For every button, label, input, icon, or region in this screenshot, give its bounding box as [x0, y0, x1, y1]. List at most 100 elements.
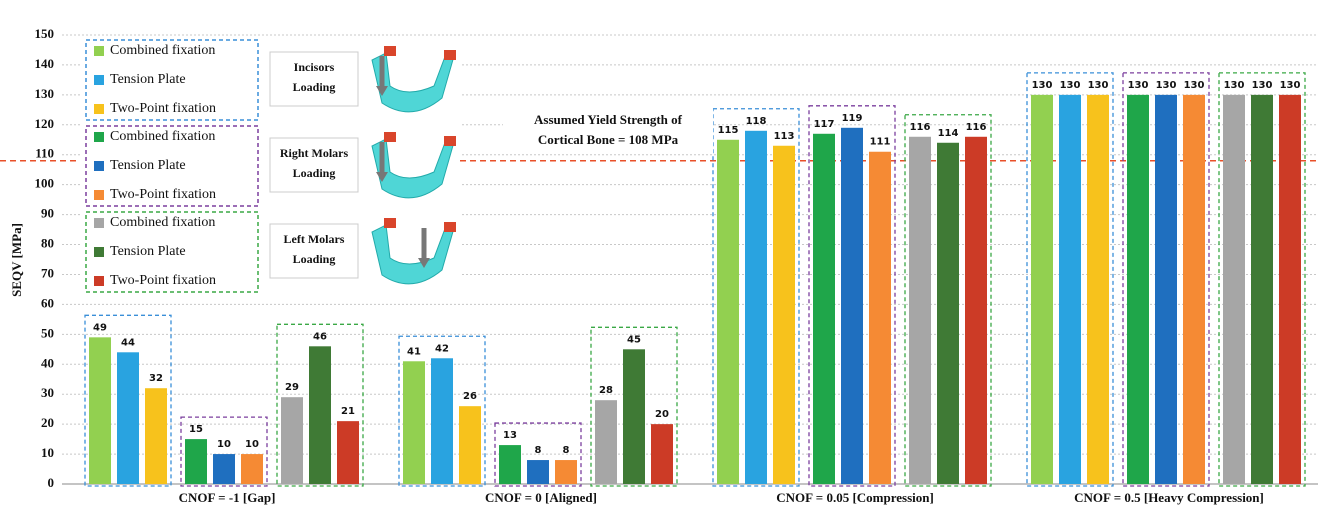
bar: [841, 127, 863, 484]
load-arrowhead: [418, 258, 430, 268]
legend-label: Two-Point fixation: [110, 273, 216, 288]
legend-label: Combined fixation: [110, 129, 215, 144]
bar: [1223, 94, 1245, 484]
bar: [595, 400, 617, 484]
bar: [241, 454, 263, 484]
bar: [1087, 94, 1109, 484]
value-label: 130: [1060, 80, 1081, 91]
value-label: 130: [1156, 80, 1177, 91]
value-label: 46: [313, 331, 327, 342]
x-tick-label: CNOF = 0.05 [Compression]: [776, 490, 934, 505]
load-box: [269, 137, 359, 193]
legend-label: Tension Plate: [110, 72, 186, 87]
value-label: 8: [563, 445, 570, 456]
value-label: 117: [814, 119, 835, 130]
value-label: 130: [1088, 80, 1109, 91]
bar: [937, 142, 959, 484]
bar: [1155, 94, 1177, 484]
load-label: Loading: [293, 166, 336, 180]
y-tick-label: 100: [35, 176, 55, 191]
legend-swatch: [94, 104, 104, 114]
bar: [1031, 94, 1053, 484]
bar: [717, 139, 739, 484]
bar: [499, 445, 521, 484]
value-label: 115: [718, 125, 739, 136]
value-label: 10: [217, 439, 231, 450]
legend-swatch: [94, 276, 104, 286]
value-label: 111: [870, 137, 891, 148]
bar: [1279, 94, 1301, 484]
value-label: 130: [1280, 80, 1301, 91]
legend-label: Combined fixation: [110, 215, 215, 230]
bar: [1183, 94, 1205, 484]
legend-box: [85, 211, 259, 293]
load-arrowhead: [376, 86, 388, 96]
bar: [431, 358, 453, 484]
value-label: 130: [1252, 80, 1273, 91]
bar: [909, 136, 931, 485]
load-label: Loading: [293, 252, 336, 266]
y-tick-label: 150: [35, 26, 55, 41]
bar: [117, 352, 139, 484]
value-label: 21: [341, 406, 355, 417]
legend-label: Combined fixation: [110, 43, 215, 58]
load-label: Incisors: [294, 60, 335, 74]
group-box: [904, 114, 992, 487]
annotation-bg: [503, 108, 713, 154]
bar: [1251, 94, 1273, 484]
legend-label: Tension Plate: [110, 158, 186, 173]
group-box: [712, 108, 800, 487]
group-box: [808, 105, 896, 487]
annotation: Assumed Yield Strength of: [534, 112, 683, 127]
y-tick-label: 140: [35, 56, 55, 71]
load-box: [269, 223, 359, 279]
y-tick-label: 10: [41, 445, 54, 460]
value-label: 130: [1184, 80, 1205, 91]
group-box: [1026, 72, 1114, 487]
value-label: 10: [245, 439, 259, 450]
group-box: [276, 323, 364, 487]
value-label: 114: [938, 128, 959, 139]
bar: [281, 397, 303, 484]
y-tick-label: 30: [41, 385, 54, 400]
legend-swatch: [94, 132, 104, 142]
value-label: 116: [910, 122, 931, 133]
group-box: [1218, 72, 1306, 487]
bar: [773, 145, 795, 484]
y-tick-label: 50: [41, 325, 54, 340]
value-label: 26: [463, 391, 477, 402]
value-label: 8: [535, 445, 542, 456]
jaw-condyle: [444, 50, 456, 60]
value-label: 44: [121, 337, 135, 348]
legend-swatch: [94, 161, 104, 171]
y-tick-label: 0: [48, 475, 55, 490]
bar: [403, 361, 425, 484]
bar: [309, 346, 331, 484]
group-box: [494, 422, 582, 487]
value-label: 130: [1224, 80, 1245, 91]
bar: [555, 460, 577, 484]
value-label: 118: [746, 116, 767, 127]
x-tick-label: CNOF = 0.5 [Heavy Compression]: [1074, 490, 1264, 505]
value-label: 20: [655, 409, 669, 420]
y-tick-label: 70: [41, 265, 54, 280]
bar: [145, 388, 167, 484]
bar: [1059, 94, 1081, 484]
x-tick-label: CNOF = -1 [Gap]: [179, 490, 276, 505]
value-label: 130: [1032, 80, 1053, 91]
group-box: [398, 335, 486, 487]
value-label: 130: [1128, 80, 1149, 91]
legend-label: Tension Plate: [110, 244, 186, 259]
bar: [965, 136, 987, 485]
jaw-condyle: [444, 222, 456, 232]
jaw-condyle: [384, 132, 396, 142]
group-box: [590, 326, 678, 487]
y-tick-label: 120: [35, 116, 55, 131]
legend-label: Two-Point fixation: [110, 187, 216, 202]
load-box: [269, 51, 359, 107]
value-label: 13: [503, 430, 517, 441]
bar: [745, 130, 767, 484]
value-label: 28: [599, 385, 613, 396]
y-tick-label: 60: [41, 295, 54, 310]
